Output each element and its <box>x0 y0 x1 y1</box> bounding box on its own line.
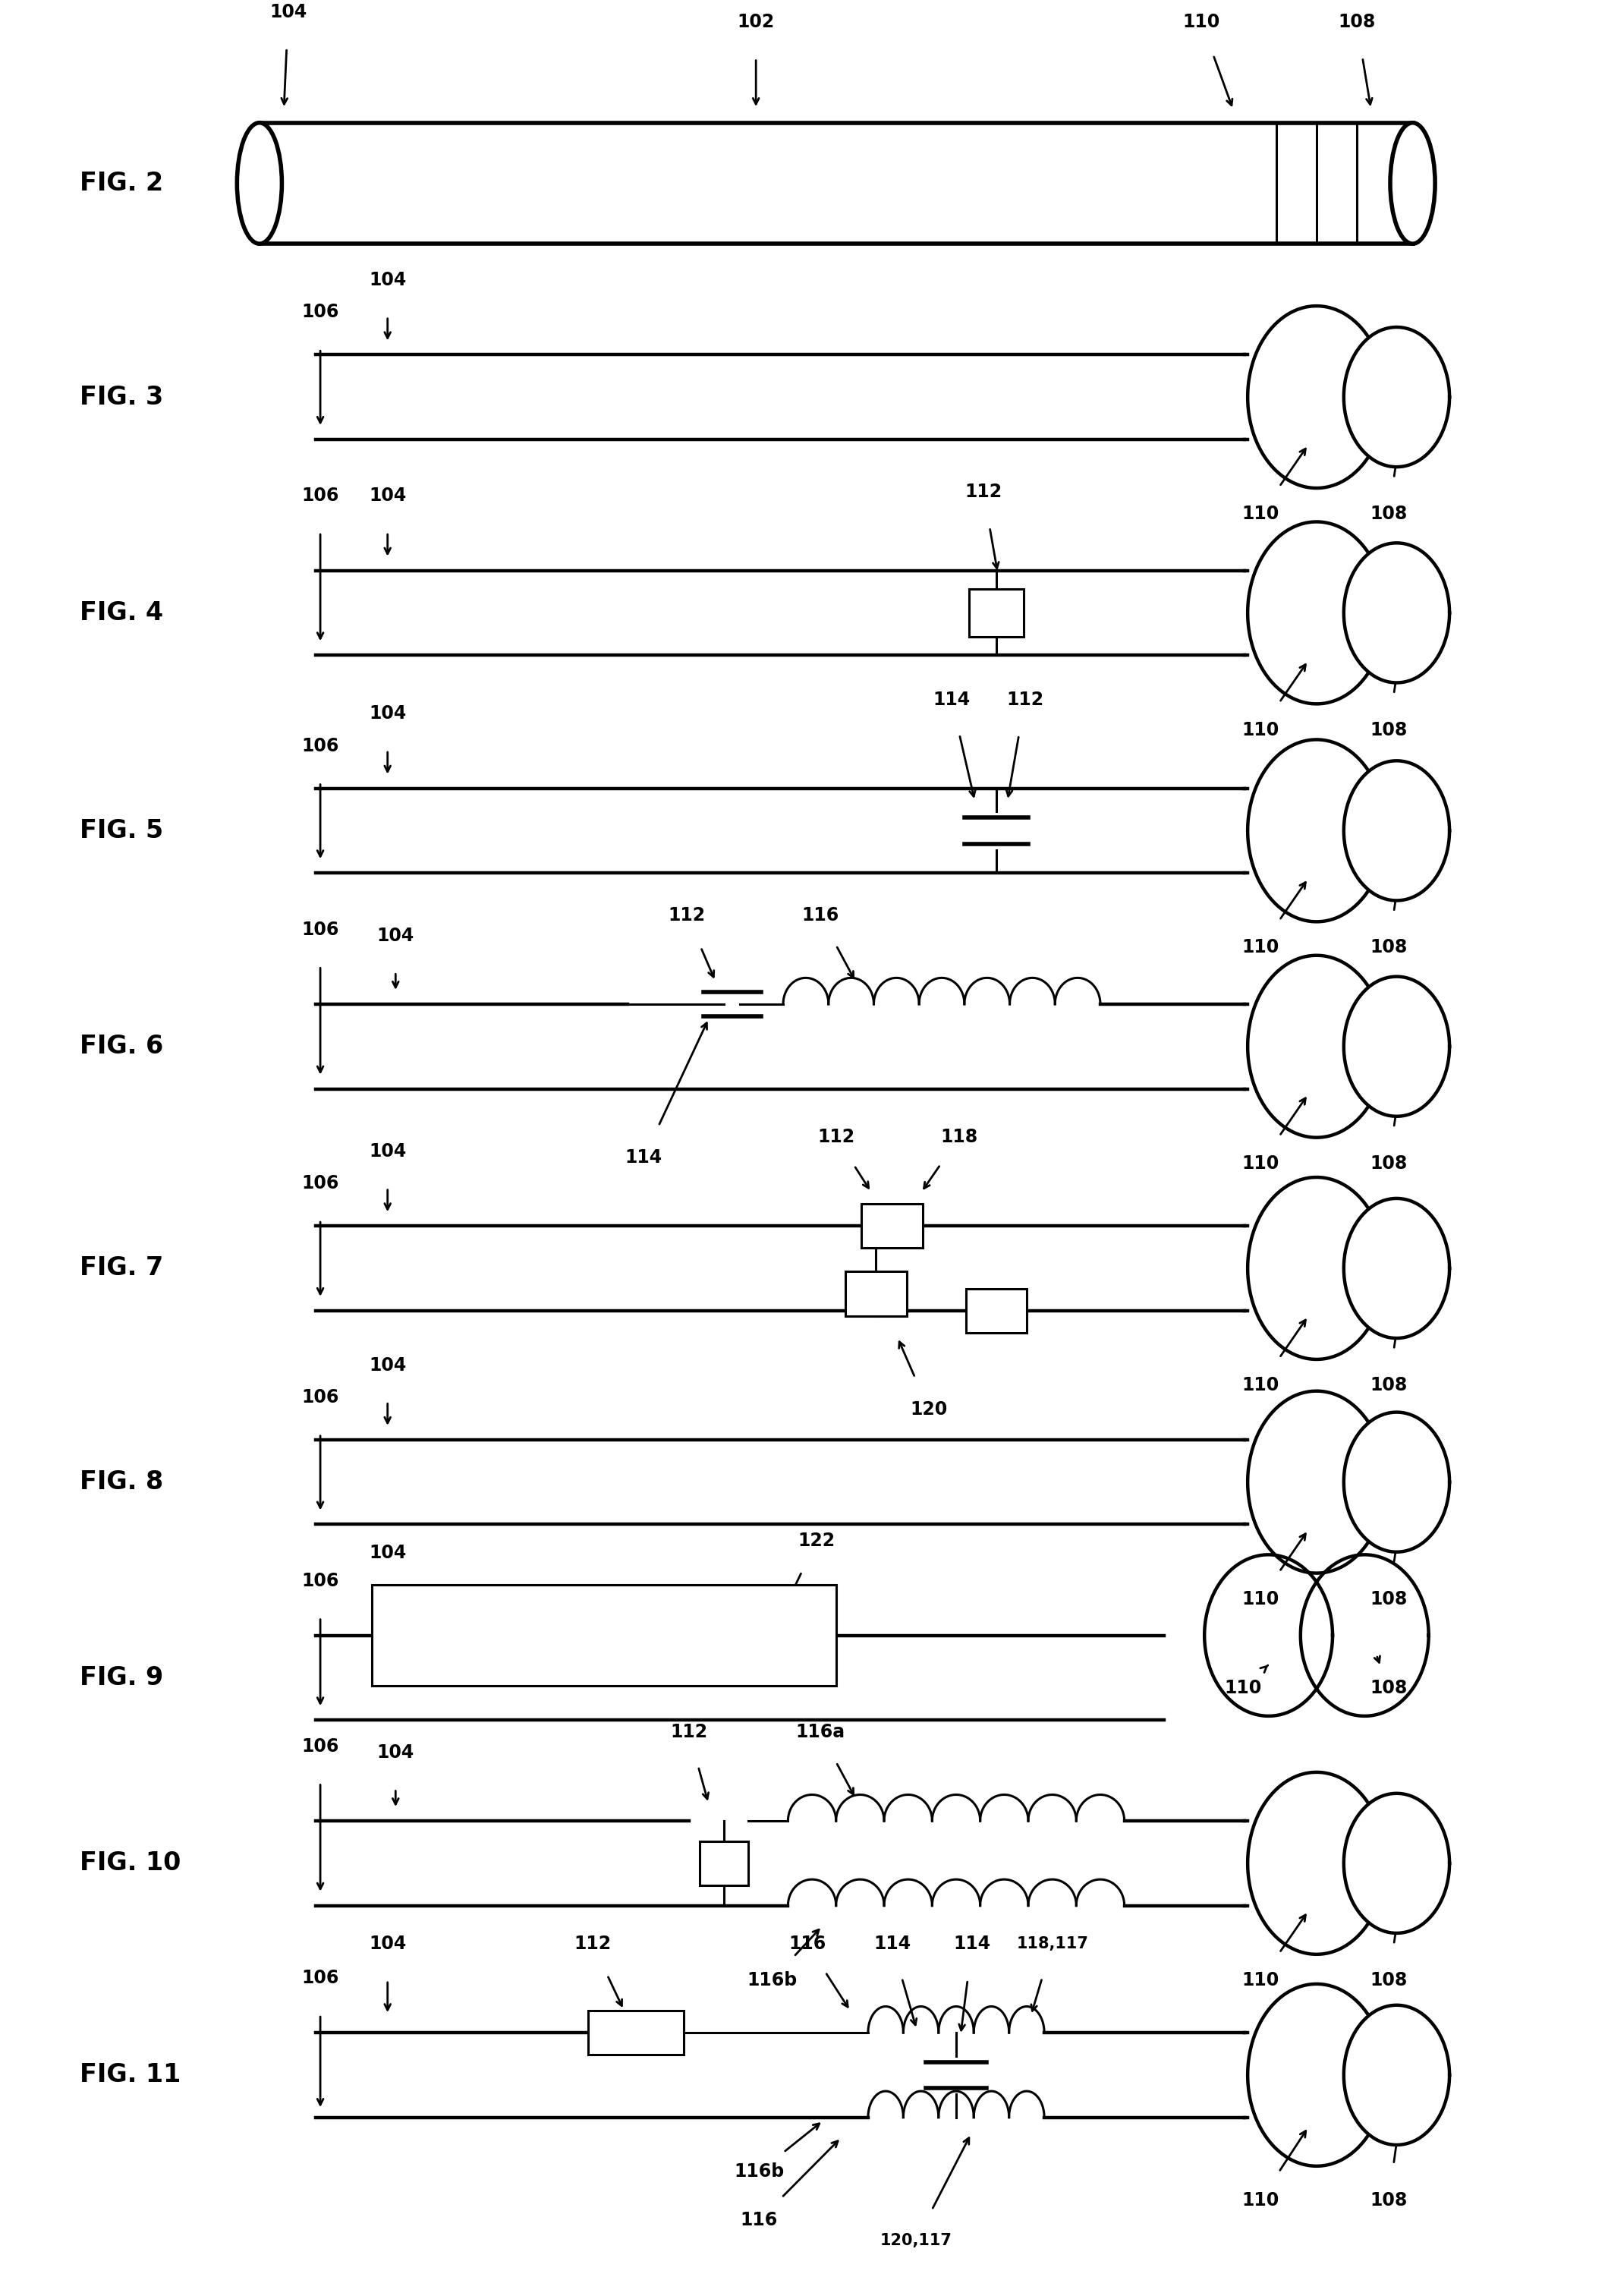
Polygon shape <box>1344 2004 1449 2144</box>
Text: 116: 116 <box>788 1936 827 1954</box>
Text: 104: 104 <box>368 1141 407 1159</box>
Text: 110: 110 <box>1241 1375 1280 1394</box>
Text: 108: 108 <box>1370 1155 1407 1173</box>
Text: 106: 106 <box>302 1389 339 1407</box>
Text: 104: 104 <box>270 2 307 21</box>
Text: 116b: 116b <box>746 1972 798 1988</box>
Text: FIG. 5: FIG. 5 <box>80 817 164 843</box>
Text: 106: 106 <box>302 1176 339 1192</box>
Text: 120,117: 120,117 <box>880 2232 952 2248</box>
Text: 112: 112 <box>669 907 706 925</box>
Text: 104: 104 <box>376 1743 415 1761</box>
Text: 110: 110 <box>1241 1155 1280 1173</box>
Polygon shape <box>1344 1199 1449 1339</box>
Text: FIG. 2: FIG. 2 <box>80 170 164 195</box>
Text: 118: 118 <box>941 1127 978 1146</box>
Text: 112: 112 <box>671 1722 708 1740</box>
Text: 104: 104 <box>368 705 407 723</box>
Text: 108: 108 <box>1370 1375 1407 1394</box>
Text: 108: 108 <box>1370 1678 1407 1697</box>
Text: 110: 110 <box>1224 1678 1262 1697</box>
Text: 106: 106 <box>302 1738 339 1756</box>
Text: 116b: 116b <box>733 2163 785 2181</box>
Text: 106: 106 <box>302 487 339 505</box>
Polygon shape <box>1344 760 1449 900</box>
Text: FIG. 8: FIG. 8 <box>80 1469 164 1495</box>
Text: FIG. 10: FIG. 10 <box>80 1851 182 1876</box>
Text: 104: 104 <box>368 1543 407 1561</box>
Text: 122: 122 <box>798 1531 836 1550</box>
Text: 112: 112 <box>965 482 1002 501</box>
Text: 104: 104 <box>368 487 407 505</box>
Polygon shape <box>1344 542 1449 682</box>
Text: 118,117: 118,117 <box>1016 1936 1089 1952</box>
Text: 110: 110 <box>1241 1589 1280 1607</box>
Text: 104: 104 <box>376 925 415 944</box>
Text: 110: 110 <box>1241 939 1280 957</box>
Polygon shape <box>1344 976 1449 1116</box>
Text: 114: 114 <box>873 1936 910 1954</box>
Text: 106: 106 <box>302 1573 339 1591</box>
Text: FIG. 3: FIG. 3 <box>80 383 164 409</box>
Text: 110: 110 <box>1241 1972 1280 1988</box>
Text: 106: 106 <box>302 1970 339 1988</box>
Text: 116a: 116a <box>796 1722 844 1740</box>
Text: 114: 114 <box>954 1936 991 1954</box>
Bar <box>846 1272 907 1316</box>
Text: 102: 102 <box>736 14 775 32</box>
Text: 108: 108 <box>1370 1589 1407 1607</box>
Text: 106: 106 <box>302 921 339 939</box>
Text: 110: 110 <box>1241 2190 1280 2209</box>
Bar <box>862 1203 923 1249</box>
Text: 108: 108 <box>1370 505 1407 523</box>
Text: 108: 108 <box>1370 721 1407 739</box>
Text: 116: 116 <box>740 2211 778 2229</box>
Text: FIG. 4: FIG. 4 <box>80 599 164 625</box>
Text: FIG. 6: FIG. 6 <box>80 1033 164 1058</box>
Text: 120: 120 <box>910 1401 947 1419</box>
Text: 116: 116 <box>801 907 839 925</box>
Bar <box>699 1841 748 1885</box>
Text: 108: 108 <box>1370 1972 1407 1988</box>
Text: 106: 106 <box>302 303 339 321</box>
Text: 114: 114 <box>626 1148 662 1166</box>
Bar <box>970 588 1023 636</box>
Text: FIG. 7: FIG. 7 <box>80 1256 164 1281</box>
Polygon shape <box>1344 1412 1449 1552</box>
Bar <box>371 1584 836 1685</box>
Bar <box>589 2011 683 2055</box>
Text: 112: 112 <box>574 1936 611 1954</box>
Text: 104: 104 <box>368 1936 407 1954</box>
Text: 112: 112 <box>817 1127 855 1146</box>
Text: 108: 108 <box>1370 939 1407 957</box>
Text: 108: 108 <box>1338 14 1375 32</box>
Polygon shape <box>1344 326 1449 466</box>
Text: 104: 104 <box>368 271 407 289</box>
Ellipse shape <box>1391 122 1434 243</box>
Text: 104: 104 <box>368 1357 407 1375</box>
Text: FIG. 9: FIG. 9 <box>80 1665 164 1690</box>
Text: 114: 114 <box>933 691 970 709</box>
Text: FIG. 11: FIG. 11 <box>80 2062 182 2087</box>
Text: 112: 112 <box>1007 691 1044 709</box>
Polygon shape <box>1344 1793 1449 1933</box>
Text: 110: 110 <box>1182 14 1220 32</box>
Text: 106: 106 <box>302 737 339 755</box>
Bar <box>966 1288 1026 1334</box>
Ellipse shape <box>236 122 281 243</box>
Text: 108: 108 <box>1370 2190 1407 2209</box>
Text: 110: 110 <box>1241 505 1280 523</box>
Text: 110: 110 <box>1241 721 1280 739</box>
